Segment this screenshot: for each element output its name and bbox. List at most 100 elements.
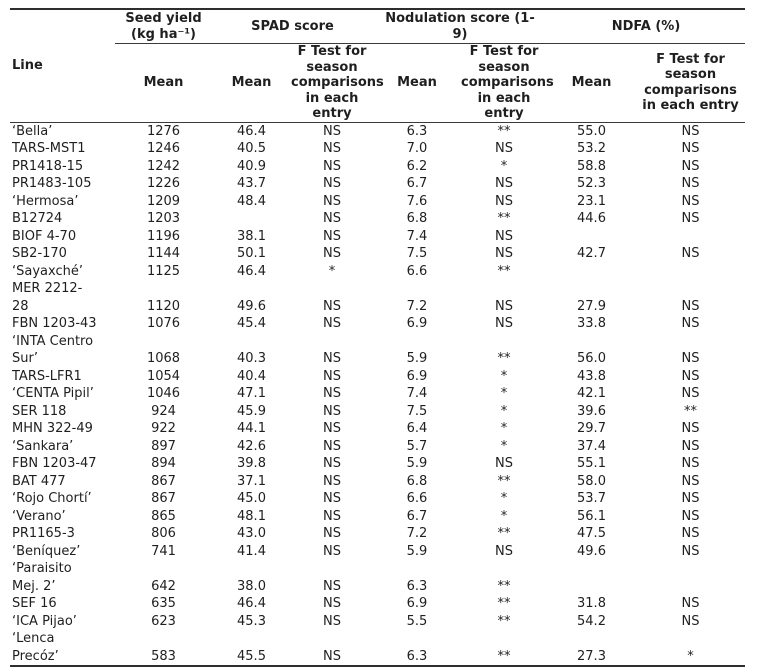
- subheader-nodulation-mean: Mean: [373, 43, 461, 123]
- spad-ftest-cell: NS: [323, 228, 341, 244]
- spad-ftest-cell: NS: [323, 578, 341, 594]
- ndfa-ftest-cell: NS: [681, 456, 700, 471]
- nodulation-mean-cell: 7.6: [406, 193, 428, 209]
- seed-yield-mean-cell: 867: [151, 491, 176, 506]
- ndfa-mean-cell: 39.6: [577, 403, 606, 419]
- spad-ftest-cell: NS: [323, 438, 341, 454]
- ndfa-ftest-cell: NS: [681, 368, 700, 384]
- ndfa-ftest-cell: NS: [681, 386, 700, 401]
- line-name-cell: SEF 16: [12, 596, 57, 611]
- nodulation-ftest-cell: **: [497, 351, 511, 366]
- spad-ftest-cell: NS: [323, 403, 341, 419]
- line-name-cell: ‘Verano’: [12, 508, 66, 524]
- seed-yield-mean-cell: 741: [151, 543, 176, 559]
- nodulation-mean-cell: 6.7: [406, 508, 428, 524]
- ndfa-mean-cell: 58.8: [577, 158, 606, 174]
- nodulation-ftest-cell: *: [500, 421, 508, 436]
- nodulation-ftest-cell: NS: [495, 141, 513, 156]
- spad-mean-cell: 49.6: [237, 298, 266, 314]
- ndfa-mean-cell: 31.8: [577, 596, 606, 611]
- ndfa-ftest-cell: NS: [681, 491, 700, 506]
- nodulation-ftest-cell: NS: [495, 456, 513, 471]
- spad-mean-cell: 42.6: [237, 438, 266, 454]
- ndfa-ftest-cell: NS: [681, 158, 700, 174]
- line-name-cell: PR1483-105: [12, 176, 92, 191]
- spad-mean-cell: 40.4: [237, 368, 266, 384]
- seed-yield-mean-cell: 897: [151, 438, 176, 454]
- seed-yield-mean-cell: 922: [151, 421, 176, 436]
- ndfa-ftest-cell: NS: [681, 211, 700, 226]
- line-name-cell: ‘Paraisito Mej. 2’: [12, 561, 72, 594]
- seed-yield-mean-cell: 1196: [146, 228, 181, 244]
- nodulation-ftest-cell: NS: [495, 543, 513, 559]
- subheader-ndfa-ftest: F Test for season comparisons in each en…: [636, 43, 745, 123]
- subheader-spad-ftest: F Test for season comparisons in each en…: [291, 43, 384, 123]
- nodulation-mean-cell: 6.3: [406, 578, 428, 594]
- ndfa-ftest-cell: *: [687, 648, 694, 664]
- spad-mean-cell: 41.4: [237, 543, 266, 559]
- spad-mean-cell: 45.0: [237, 491, 266, 506]
- seed-yield-mean-cell: 1226: [146, 176, 181, 191]
- nodulation-ftest-cell: **: [497, 648, 511, 664]
- nodulation-mean-cell: 6.4: [406, 421, 428, 436]
- spad-mean-cell: 45.5: [237, 648, 266, 664]
- spad-ftest-cell: NS: [323, 473, 341, 489]
- table-row: ‘INTA Centro Sur’ 1068 40.3 NS 5.9 ** 56.0 NS: [10, 333, 745, 368]
- ndfa-ftest-cell: NS: [681, 193, 700, 209]
- spad-mean-cell: 38.0: [237, 578, 266, 594]
- table-row: ‘Rojo Chortí’ 867 45.0 NS 6.6 * 53.7 NS: [10, 490, 745, 508]
- ndfa-ftest-cell: NS: [681, 543, 700, 559]
- seed-yield-mean-cell: 642: [151, 578, 176, 594]
- ndfa-mean-cell: 47.5: [577, 526, 606, 541]
- nodulation-ftest-cell: *: [500, 158, 508, 174]
- nodulation-ftest-cell: **: [497, 578, 511, 594]
- nodulation-mean-cell: 6.2: [406, 158, 428, 174]
- ndfa-ftest-cell: NS: [681, 351, 700, 366]
- spad-mean-cell: 44.1: [237, 421, 266, 436]
- nodulation-ftest-cell: **: [497, 263, 511, 279]
- nodulation-ftest-cell: *: [500, 386, 508, 401]
- line-name-cell: ‘Rojo Chortí’: [12, 491, 92, 506]
- ndfa-mean-cell: 23.1: [577, 193, 606, 209]
- subheader-seed-mean: Mean: [115, 43, 212, 123]
- nodulation-mean-cell: 6.6: [406, 263, 428, 279]
- ndfa-mean-cell: [547, 263, 636, 281]
- spad-ftest-cell: NS: [323, 298, 341, 314]
- ndfa-ftest-cell: NS: [681, 596, 700, 611]
- sub-header-row: Mean Mean F Test for season comparisons …: [10, 43, 745, 123]
- table-row: TARS-LFR1 1054 40.4 NS 6.9 * 43.8 NS: [10, 368, 745, 386]
- spad-ftest-cell: NS: [323, 316, 341, 331]
- table-row: ‘Lenca Precóz’ 583 45.5 NS 6.3 ** 27.3 *: [10, 630, 745, 666]
- ndfa-mean-cell: 29.7: [577, 421, 606, 436]
- ndfa-mean-cell: 42.7: [577, 246, 606, 261]
- spad-ftest-cell: NS: [323, 613, 341, 629]
- nodulation-mean-cell: 7.5: [406, 403, 428, 419]
- table-row: PR1483-105 1226 43.7 NS 6.7 NS 52.3 NS: [10, 175, 745, 193]
- table-row: ‘Hermosa’ 1209 48.4 NS 7.6 NS 23.1 NS: [10, 193, 745, 211]
- ndfa-mean-cell: [547, 228, 636, 246]
- spad-ftest-cell: NS: [323, 491, 341, 506]
- line-name-cell: ‘Lenca Precóz’: [12, 631, 59, 664]
- nodulation-mean-cell: 6.3: [406, 123, 428, 139]
- line-name-cell: BIOF 4-70: [12, 228, 77, 244]
- seed-yield-mean-cell: 1125: [146, 263, 181, 279]
- ndfa-ftest-cell: NS: [681, 526, 700, 541]
- ndfa-mean-cell: 44.6: [577, 211, 606, 226]
- table-row: ‘Bella’ 1276 46.4 NS 6.3 ** 55.0 NS: [10, 122, 745, 140]
- nodulation-ftest-cell: NS: [495, 193, 513, 209]
- seed-yield-mean-cell: 1209: [146, 193, 181, 209]
- seed-yield-mean-cell: 1242: [146, 158, 181, 174]
- spad-mean-cell: 46.4: [237, 596, 266, 611]
- table-row: ‘ICA Pijao’ 623 45.3 NS 5.5 ** 54.2 NS: [10, 613, 745, 631]
- seed-yield-mean-cell: 1276: [146, 123, 181, 139]
- nodulation-mean-cell: 5.9: [406, 456, 428, 471]
- nodulation-mean-cell: 6.7: [406, 176, 428, 191]
- spad-mean-cell: 47.1: [237, 386, 266, 401]
- nodulation-mean-cell: 7.2: [406, 526, 428, 541]
- spad-mean-cell: 40.3: [237, 351, 266, 366]
- seed-yield-mean-cell: 1144: [146, 246, 181, 261]
- nodulation-mean-cell: 7.4: [406, 386, 428, 401]
- ndfa-ftest-cell: NS: [681, 508, 700, 524]
- table-row: FBN 1203-47 894 39.8 NS 5.9 NS 55.1 NS: [10, 455, 745, 473]
- line-name-cell: PR1165-3: [12, 526, 75, 541]
